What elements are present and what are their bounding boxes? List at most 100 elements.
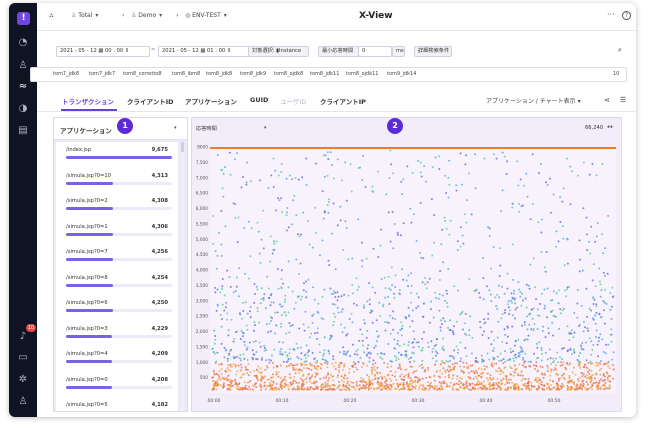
tag-item[interactable]: tom8_ojdk8	[274, 71, 304, 77]
start-datetime-field[interactable]: 2021 - 05 - 12 ▦ 00 : 00 ⇕	[56, 46, 150, 57]
scatter-point	[604, 381, 607, 384]
scatter-point	[506, 335, 509, 338]
help-icon[interactable]: ?	[622, 11, 631, 20]
list-item[interactable]: /simula.jsp?0=2 4,308	[56, 193, 178, 218]
scatter-point	[464, 332, 466, 335]
list-scrollbar[interactable]	[181, 142, 184, 411]
more-icon[interactable]: ···	[607, 10, 615, 19]
breadcrumb-env[interactable]: ◍ ENV-TEST ▾	[185, 12, 227, 19]
tab-user-id[interactable]: ユーザID	[280, 98, 307, 106]
list-item[interactable]: /simula.jsp?0=10 4,313	[56, 168, 178, 193]
sitemap-icon[interactable]: ⛼	[49, 12, 54, 19]
scatter-point	[286, 355, 289, 358]
detail-search-button[interactable]: 詳細検索条件	[414, 46, 452, 57]
scatter-point	[612, 364, 614, 366]
chevron-right-icon: ›	[122, 12, 125, 19]
user-icon[interactable]: ♙	[18, 60, 28, 71]
scatter-point	[548, 348, 551, 351]
scatter-point	[561, 225, 564, 228]
scatter-point	[509, 309, 511, 312]
scatter-point	[540, 346, 543, 349]
tag-item[interactable]: tom8_jdk9	[240, 71, 267, 77]
min-time-input[interactable]: 0	[358, 46, 392, 57]
scatter-point	[404, 316, 407, 319]
scatter-point	[215, 360, 218, 363]
scatter-point	[429, 382, 432, 384]
scatter-point	[263, 381, 266, 384]
tag-item[interactable]: tom7_jdk8	[53, 71, 80, 77]
scatter-point	[444, 375, 447, 378]
search-icon[interactable]: ⌕	[615, 46, 625, 57]
scatter-point	[501, 313, 504, 316]
scatter-point	[525, 387, 528, 390]
scatter-point	[385, 388, 388, 391]
share-icon[interactable]: ⋖	[604, 96, 610, 104]
tag-item[interactable]: tom8_ibm8	[172, 71, 201, 77]
scatter-point	[235, 373, 238, 376]
tag-item[interactable]: tom8_jdk8	[206, 71, 233, 77]
tab-transaction[interactable]: トランザクション	[62, 98, 114, 106]
list-item[interactable]: /index.jsp 9,675	[56, 142, 178, 167]
list-item[interactable]: /simula.jsp?0=8 4,254	[56, 270, 178, 295]
scatter-point	[593, 377, 596, 380]
scatter-point	[408, 388, 411, 391]
expand-icon[interactable]: ↔	[607, 123, 613, 131]
tab-guid[interactable]: GUID	[250, 96, 269, 104]
target-select-button[interactable]: 対象選択: ▮Instance	[248, 46, 309, 57]
scatter-point	[267, 331, 270, 334]
breadcrumb-demo[interactable]: ♙ Demo ▾	[131, 12, 163, 19]
list-item[interactable]: /simula.jsp?0=3 4,229	[56, 321, 178, 346]
scrollbar-thumb[interactable]	[181, 142, 184, 152]
tag-item[interactable]: tom8_corretto8	[123, 71, 162, 77]
scatter-point	[561, 386, 564, 389]
settings-sliders-icon[interactable]: ☰	[620, 96, 627, 104]
scatter-chart[interactable]: 5001,0001,5002,0002,5003,0003,5004,0004,…	[192, 141, 622, 411]
scatter-point	[440, 386, 443, 389]
scatter-point	[321, 358, 324, 361]
list-item[interactable]: /simula.jsp?0=5 4,182	[56, 397, 178, 411]
scatter-point	[530, 388, 533, 391]
list-item[interactable]: /simula.jsp?0=6 4,250	[56, 295, 178, 320]
scatter-point	[552, 380, 554, 383]
list-item[interactable]: /simula.jsp?0=1 4,306	[56, 219, 178, 244]
scatter-point	[285, 214, 288, 217]
scatter-point	[308, 367, 311, 370]
list-item[interactable]: /simula.jsp?0=7 4,256	[56, 244, 178, 269]
tag-item[interactable]: tom8_jdk11	[310, 71, 340, 77]
tab-application[interactable]: アプリケーション	[185, 98, 237, 106]
scatter-point	[294, 388, 297, 391]
profile-icon[interactable]: ♙	[18, 396, 28, 407]
scatter-point	[283, 378, 286, 381]
scatter-point	[470, 352, 473, 355]
scatter-point	[508, 358, 511, 361]
list-item[interactable]: /simula.jsp?0=0 4,208	[56, 372, 178, 397]
tag-item[interactable]: tom7_jdk7	[89, 71, 116, 77]
scatter-point	[480, 354, 483, 357]
scatter-point	[262, 209, 265, 212]
logo-icon[interactable]: !	[17, 12, 30, 25]
tab-client-ip[interactable]: クライアントIP	[320, 98, 366, 106]
bell-icon[interactable]: ♪	[19, 331, 27, 342]
chat-icon[interactable]: ▭	[18, 352, 28, 363]
end-datetime-field[interactable]: 2021 - 05 - 12 ▦ 01 : 00 ⇕	[158, 46, 252, 57]
view-mode-select[interactable]: アプリケーション / チャート表示 ▾	[486, 98, 581, 105]
scatter-point	[476, 383, 479, 386]
trace-icon[interactable]: ≈	[18, 81, 28, 92]
tab-client-id[interactable]: クライアントID	[127, 98, 174, 106]
analysis-icon[interactable]: ◑	[18, 103, 28, 114]
scatter-point	[249, 388, 252, 391]
scatter-point	[240, 363, 243, 366]
scatter-point	[597, 340, 600, 343]
dashboard-icon[interactable]: ◔	[18, 37, 28, 48]
tag-item[interactable]: tom9_jdk14	[387, 71, 417, 77]
gear-icon[interactable]: ✲	[18, 374, 28, 385]
scatter-point	[598, 280, 601, 283]
breadcrumb-total[interactable]: ♙ Total ▾	[71, 12, 99, 19]
scatter-point	[564, 366, 567, 369]
metric-select[interactable]: 応答時間	[196, 126, 217, 132]
scatter-point	[403, 343, 406, 346]
report-icon[interactable]: ▤	[18, 125, 28, 136]
scatter-point	[350, 190, 353, 193]
list-item[interactable]: /simula.jsp?0=4 4,209	[56, 346, 178, 371]
tag-item[interactable]: tom8_ojdk11	[346, 71, 379, 77]
